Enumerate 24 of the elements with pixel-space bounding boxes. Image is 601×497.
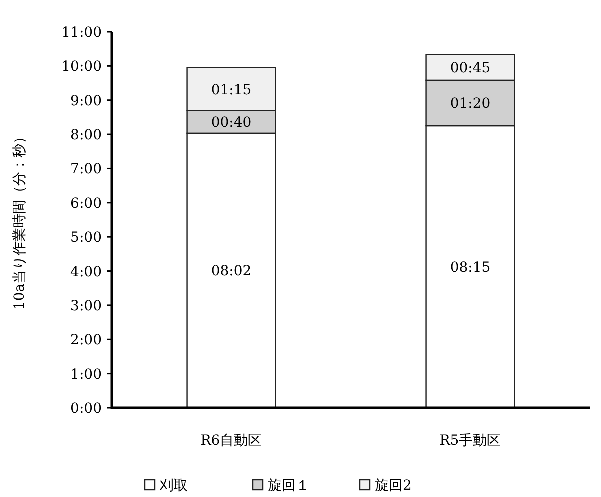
data-label: 08:15 xyxy=(450,260,491,276)
y-tick-label: 4:00 xyxy=(70,264,102,280)
x-tick-label: R5手動区 xyxy=(440,433,502,449)
data-label: 01:15 xyxy=(211,82,252,98)
y-tick-label: 3:00 xyxy=(70,298,102,314)
y-tick-label: 2:00 xyxy=(70,332,102,349)
data-label: 00:40 xyxy=(211,115,252,132)
legend-label: 刈取 xyxy=(159,478,188,494)
data-label: 08:02 xyxy=(211,264,252,280)
y-tick-label: 11:00 xyxy=(62,25,102,41)
y-axis-title: 10a当り作業時間（分：秒） xyxy=(12,130,28,310)
y-tick-label: 10:00 xyxy=(62,59,102,76)
y-tick-label: 7:00 xyxy=(70,162,102,178)
legend-label: 旋回2 xyxy=(375,478,412,494)
y-tick-label: 0:00 xyxy=(70,401,102,417)
data-label: 01:20 xyxy=(450,96,491,112)
y-tick-label: 6:00 xyxy=(70,196,102,212)
x-tick-label: R6自動区 xyxy=(200,433,262,449)
data-label: 00:45 xyxy=(450,60,491,77)
y-tick-label: 8:00 xyxy=(70,128,102,144)
y-tick-label: 1:00 xyxy=(70,366,102,383)
y-tick-label: 5:00 xyxy=(70,230,102,246)
y-tick-label: 9:00 xyxy=(70,93,102,110)
legend-label: 旋回１ xyxy=(268,478,310,494)
